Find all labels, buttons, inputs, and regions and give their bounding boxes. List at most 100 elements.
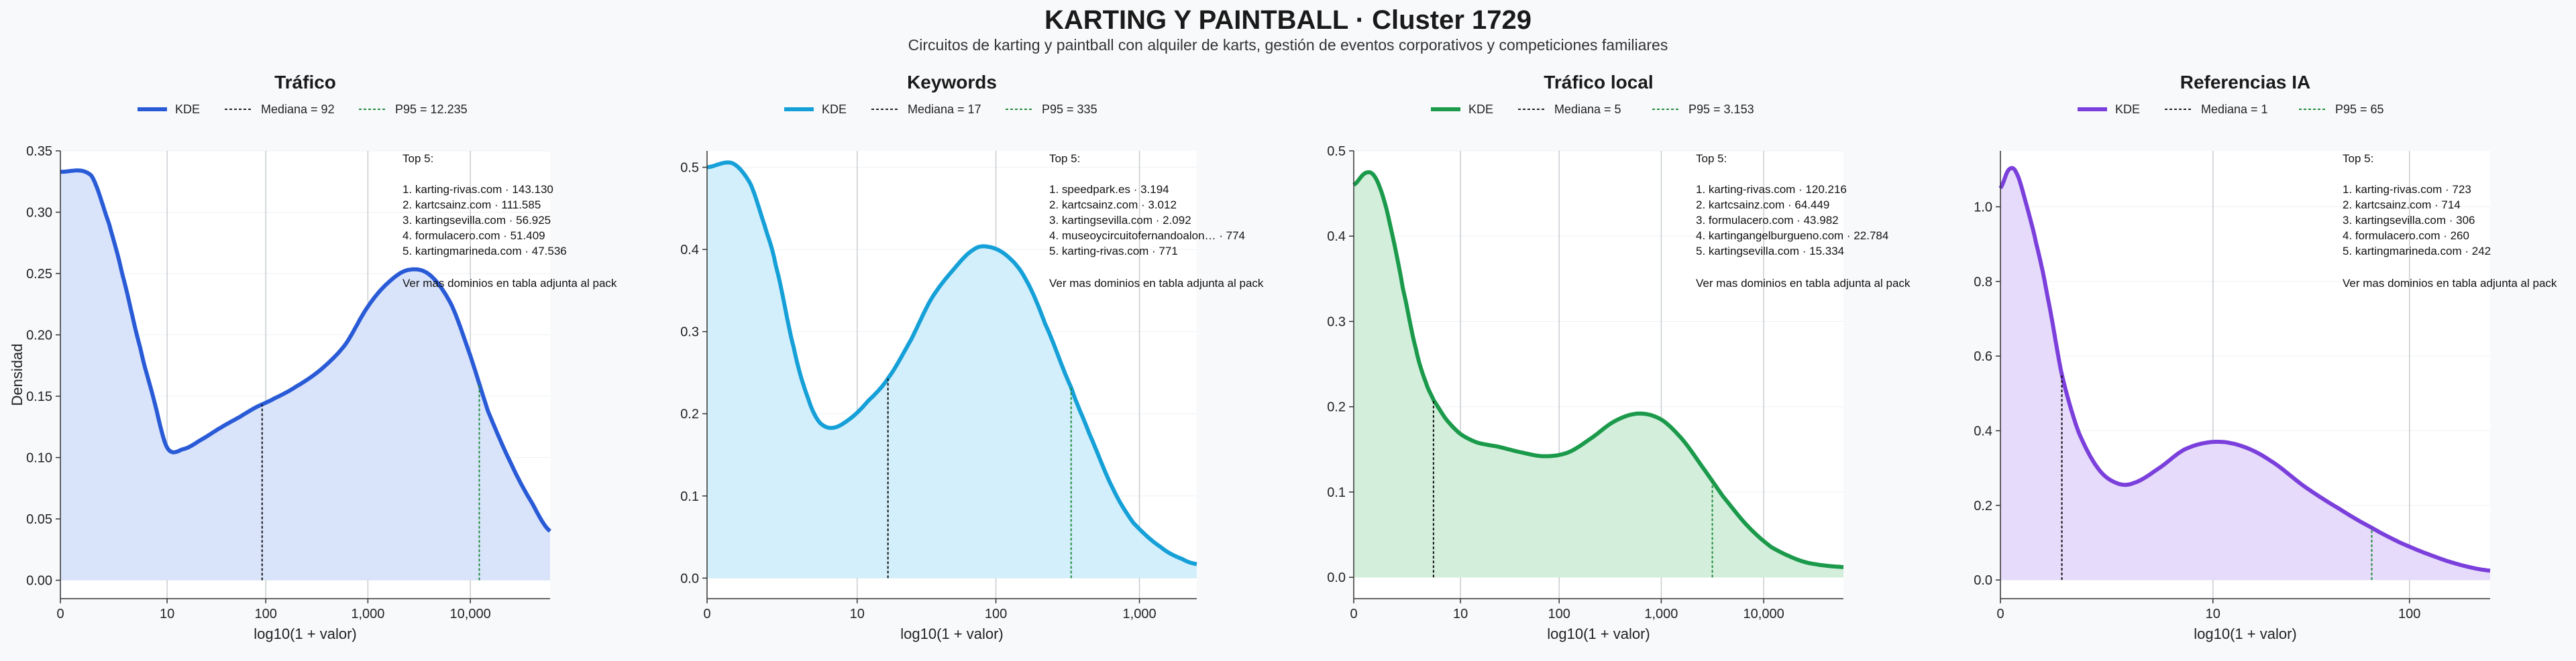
top5-item: 3. kartingsevilla.com · 2.092 — [1049, 214, 1191, 227]
y-tick-label: 0.4 — [1327, 229, 1346, 244]
top5-item: 3. kartingsevilla.com · 306 — [2343, 214, 2475, 227]
y-tick-label: 0.10 — [26, 451, 52, 466]
x-tick-label: 0 — [1996, 607, 2004, 621]
legend-median-label: Mediana = 92 — [261, 103, 335, 116]
x-tick-label: 100 — [255, 607, 277, 621]
y-tick-label: 0.6 — [1974, 349, 1992, 364]
x-tick-label: 0 — [1350, 607, 1357, 621]
x-tick-label: 0 — [703, 607, 710, 621]
x-tick-label: 10 — [160, 607, 174, 621]
kde-line — [706, 160, 1197, 566]
x-tick-label: 100 — [1548, 607, 1570, 621]
legend: KDE Mediana = 5 P95 = 3.153 — [1431, 103, 1754, 116]
top5-item: 1. karting-rivas.com · 723 — [2343, 183, 2471, 196]
top5-item: 4. formulacero.com · 51.409 — [402, 229, 545, 242]
top5-item: 2. kartcsainz.com · 714 — [2343, 198, 2461, 211]
kde-line — [60, 168, 551, 533]
x-tick-label: 10,000 — [1743, 607, 1784, 621]
legend-p95-label: P95 = 65 — [2335, 103, 2384, 116]
top5-footer: Ver mas dominios en tabla adjunta al pac… — [2343, 277, 2557, 290]
y-tick-label: 0.4 — [1974, 424, 1992, 439]
legend-median-label: Mediana = 1 — [2201, 103, 2268, 116]
page-title: KARTING Y PAINTBALL · Cluster 1729 — [1044, 5, 1532, 35]
x-tick-label: 1,000 — [1644, 607, 1678, 621]
legend-median-label: Mediana = 5 — [1554, 103, 1621, 116]
chart-title: Referencias IA — [2180, 72, 2311, 93]
y-tick-label: 0.0 — [680, 571, 699, 586]
top5-heading: Top 5: — [2343, 152, 2373, 165]
y-axis-label: Densidad — [9, 344, 25, 406]
chart-panel-3: Referencias IA KDE Mediana = 1 P95 = 65 0.0 0… — [1974, 72, 2557, 642]
top5-item: 3. kartingsevilla.com · 56.925 — [402, 214, 551, 227]
top5-item: 2. kartcsainz.com · 3.012 — [1049, 198, 1177, 211]
kde-area — [1354, 172, 1843, 578]
y-tick-label: 0.0 — [1974, 573, 1992, 588]
top5-item: 4. kartingangelburgueno.com · 22.784 — [1696, 229, 1888, 242]
legend: KDE Mediana = 17 P95 = 335 — [784, 103, 1097, 116]
top5-item: 3. formulacero.com · 43.982 — [1696, 214, 1839, 227]
top5-item: 1. karting-rivas.com · 120.216 — [1696, 183, 1847, 196]
y-tick-label: 0.4 — [680, 243, 699, 257]
x-axis-label: log10(1 + valor) — [254, 625, 356, 642]
x-tick-label: 1,000 — [351, 607, 384, 621]
legend-kde-label: KDE — [822, 103, 847, 116]
top5-item: 1. karting-rivas.com · 143.130 — [402, 183, 553, 196]
x-axis-label: log10(1 + valor) — [900, 625, 1003, 642]
chart-title: Tráfico local — [1544, 72, 1653, 93]
y-tick-label: 0.2 — [1327, 400, 1346, 415]
top5-heading: Top 5: — [1049, 152, 1080, 165]
y-tick-label: 0.8 — [1974, 275, 1992, 290]
x-tick-label: 10 — [850, 607, 865, 621]
y-tick-label: 0.25 — [26, 267, 52, 282]
top5-annotation: Top 5: 1. karting-rivas.com · 723 2. kartc… — [2343, 152, 2557, 290]
y-tick-label: 0.3 — [680, 325, 699, 340]
chart-panel-2: Tráfico local KDE Mediana = 5 P95 = 3.153 0.… — [1327, 72, 1911, 642]
y-tick-label: 1.0 — [1974, 200, 1992, 215]
top5-item: 4. formulacero.com · 260 — [2343, 229, 2469, 242]
kde-area — [707, 162, 1197, 579]
top5-annotation: Top 5: 1. karting-rivas.com · 143.130 2. k… — [402, 152, 617, 290]
chart-panel-1: Keywords KDE Mediana = 17 P95 = 335 0.0 0.1 0.… — [680, 72, 1264, 642]
kde-line — [1352, 170, 1844, 569]
y-tick-label: 0.00 — [26, 574, 52, 589]
y-tick-label: 0.35 — [26, 144, 52, 159]
x-axis-label: log10(1 + valor) — [2194, 625, 2296, 642]
top5-item: 1. speedpark.es · 3.194 — [1049, 183, 1169, 196]
y-tick-label: 0.5 — [680, 161, 699, 176]
page-subtitle: Circuitos de karting y paintball con alq… — [908, 36, 1668, 54]
y-tick-label: 0.05 — [26, 512, 52, 527]
legend: KDE Mediana = 92 P95 = 12.235 — [138, 103, 468, 116]
chart-title: Tráfico — [274, 72, 336, 93]
top5-footer: Ver mas dominios en tabla adjunta al pac… — [402, 277, 617, 290]
x-tick-label: 1,000 — [1123, 607, 1157, 621]
chart-panel-0: Tráfico KDE Mediana = 92 P95 = 12.235 0.00 0.… — [9, 72, 617, 642]
x-tick-label: 10,000 — [450, 607, 491, 621]
kde-line — [1998, 166, 2491, 573]
top5-footer: Ver mas dominios en tabla adjunta al pac… — [1696, 277, 1911, 290]
x-tick-label: 0 — [56, 607, 64, 621]
top5-item: 5. kartingmarineda.com · 47.536 — [402, 245, 567, 257]
x-tick-label: 100 — [2398, 607, 2420, 621]
top5-item: 5. kartingmarineda.com · 242 — [2343, 245, 2491, 257]
legend-p95-label: P95 = 12.235 — [395, 103, 468, 116]
y-tick-label: 0.2 — [1974, 499, 1992, 514]
legend-kde-label: KDE — [2115, 103, 2140, 116]
legend-p95-label: P95 = 335 — [1042, 103, 1097, 116]
kde-area — [2000, 168, 2490, 581]
x-axis-label: log10(1 + valor) — [1547, 625, 1650, 642]
y-tick-label: 0.30 — [26, 206, 52, 221]
top5-item: 5. kartingsevilla.com · 15.334 — [1696, 245, 1844, 257]
y-tick-label: 0.0 — [1327, 570, 1346, 585]
top5-annotation: Top 5: 1. speedpark.es · 3.194 2. kartcsai… — [1049, 152, 1264, 290]
y-tick-label: 0.1 — [680, 489, 699, 504]
x-tick-label: 100 — [985, 607, 1007, 621]
x-tick-label: 10 — [1453, 607, 1468, 621]
y-tick-label: 0.3 — [1327, 314, 1346, 329]
legend-kde-label: KDE — [175, 103, 200, 116]
chart-title: Keywords — [907, 72, 997, 93]
y-tick-label: 0.5 — [1327, 144, 1346, 159]
legend-p95-label: P95 = 3.153 — [1688, 103, 1754, 116]
top5-item: 2. kartcsainz.com · 111.585 — [402, 198, 541, 211]
top5-annotation: Top 5: 1. karting-rivas.com · 120.216 2. k… — [1696, 152, 1911, 290]
